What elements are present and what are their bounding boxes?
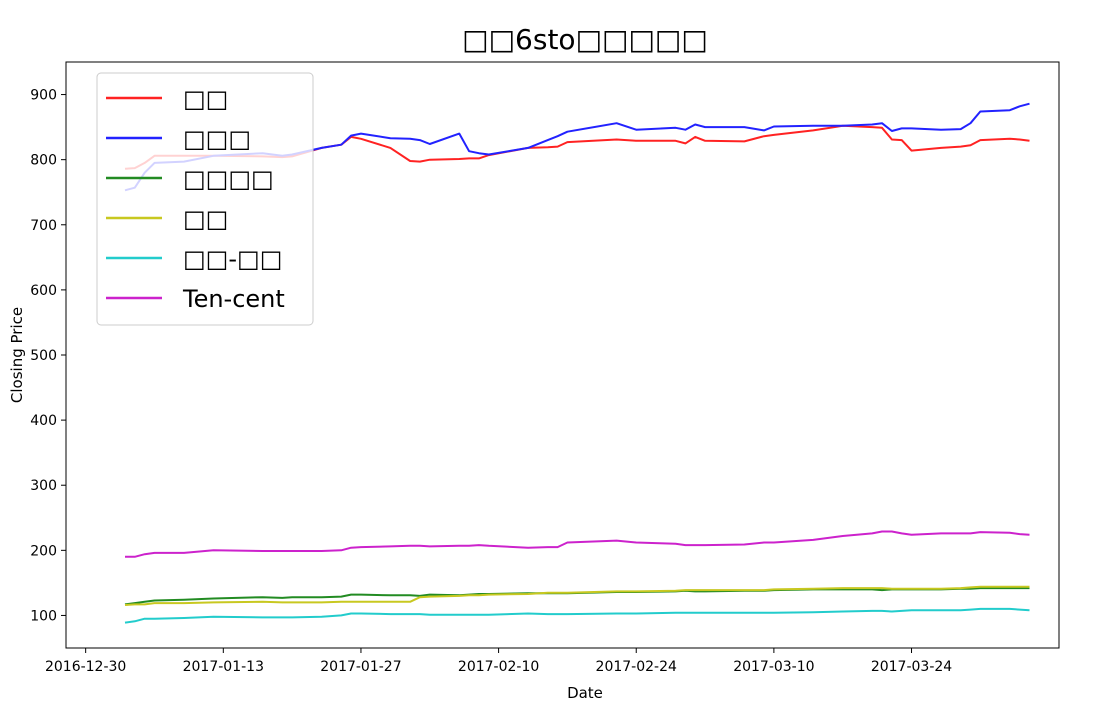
chart-title: □□6sto□□□□□	[462, 23, 708, 56]
x-tick-label-5: 2017-03-10	[733, 659, 814, 675]
legend-label-4: □□-□□	[183, 245, 282, 273]
legend-label-0: □□	[183, 85, 228, 113]
y-tick-label-5: 600	[30, 283, 57, 299]
legend-box	[96, 72, 314, 326]
series-line-5	[125, 530, 1030, 558]
y-tick-label-0: 100	[30, 608, 57, 624]
legend-label-1: □□□	[183, 125, 251, 153]
x-axis-label: Date	[567, 684, 603, 702]
y-tick-label-4: 500	[30, 348, 57, 364]
x-tick-label-1: 2017-01-13	[183, 659, 264, 675]
legend-label-3: □□	[183, 205, 228, 233]
y-tick-label-3: 400	[30, 413, 57, 429]
legend: □□□□□□□□□□□□□-□□Ten-cent	[96, 72, 314, 326]
legend-label-5: Ten-cent	[182, 285, 285, 313]
x-tick-label-6: 2017-03-24	[871, 659, 952, 675]
legend-label-2: □□□□	[183, 165, 274, 193]
x-axis: 2016-12-30 2017-01-13 2017-01-27 2017-02-10…	[45, 648, 952, 675]
x-tick-label-4: 2017-02-24	[596, 659, 677, 675]
y-tick-label-2: 300	[30, 478, 57, 494]
y-axis: 100 200 300 400 500 600 700 800 900	[30, 88, 66, 624]
x-tick-label-3: 2017-02-10	[458, 659, 539, 675]
y-tick-label-6: 700	[30, 218, 57, 234]
x-tick-label-0: 2016-12-30	[45, 659, 126, 675]
y-tick-label-1: 200	[30, 543, 57, 559]
series-line-3	[124, 585, 1030, 606]
x-tick-label-2: 2017-01-27	[320, 659, 401, 675]
y-tick-label-7: 800	[30, 153, 57, 169]
series-line-4	[124, 607, 1030, 624]
y-axis-label: Closing Price	[8, 307, 26, 403]
y-tick-label-8: 900	[30, 88, 57, 104]
